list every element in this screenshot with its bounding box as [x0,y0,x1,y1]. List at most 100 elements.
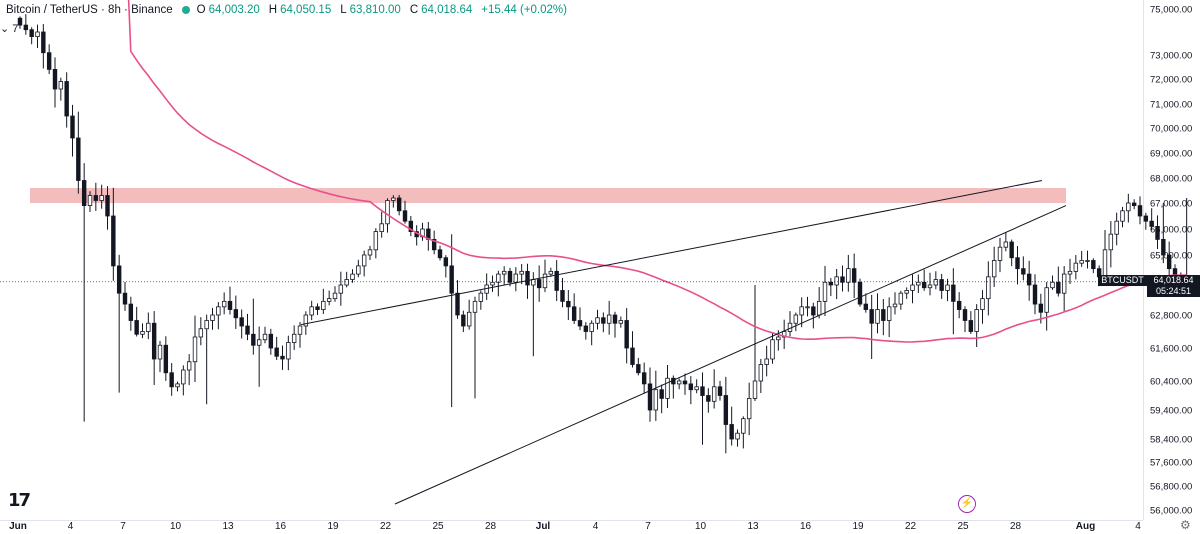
candle-body [816,300,822,316]
candle-body [455,292,460,316]
candle-body [321,300,326,310]
candle-body [1108,233,1114,251]
candle-body [93,195,99,201]
candle-body [991,260,997,278]
candle-body [1021,268,1026,275]
candle-body [262,333,268,341]
y-tick-label: 59,400.00 [1150,406,1192,417]
candle-body [1126,202,1131,212]
candle-body [706,395,711,402]
x-tick-label: 7 [120,521,126,532]
candle-body [1143,215,1149,222]
flash-icon[interactable]: ⚡ [958,495,976,513]
candle-body [1009,241,1014,259]
candle-body [256,339,262,346]
last-price-badge: 64,018.64 05:24:51 [1147,275,1200,297]
wedge-upper-trendline [300,180,1043,326]
candle-body [758,364,764,382]
y-tick-label: 72,000.00 [1150,75,1192,86]
candle-body [828,281,834,286]
close-label: C [409,4,419,16]
candle-body [764,358,769,365]
candle-body [268,333,274,349]
candle-body [490,281,495,286]
y-tick-label: 71,000.00 [1150,100,1192,111]
candle-body [548,270,554,275]
x-tick-label: 22 [380,521,392,532]
open-label: O [196,4,206,16]
candle-body [968,320,974,332]
candle-body [169,372,174,388]
candle-body [822,281,828,302]
candle-body [519,270,524,275]
x-tick-label: 16 [275,521,287,532]
x-tick-label: 10 [170,521,182,532]
indicator-collapse-button[interactable]: ⌄ 7 [0,23,19,35]
candle-body [338,284,344,294]
candle-body [41,31,46,54]
candle-body [507,270,513,283]
candle-body [1114,220,1119,235]
candle-body [536,279,542,289]
candle-body [385,200,390,225]
candle-body [233,309,239,319]
candle-body [799,306,804,316]
candle-body [869,309,874,324]
candle-body [367,249,373,256]
candle-body [811,306,816,316]
gear-icon[interactable]: ⚙ [1180,518,1191,532]
x-tick-label: 4 [1135,521,1141,532]
tradingview-logo-icon[interactable]: 17 [8,490,31,511]
candle-body [1073,262,1079,272]
candle-body [1026,273,1032,286]
low-value: 63,810.00 [349,4,401,16]
candle-body [630,347,635,365]
y-tick-label: 57,600.00 [1150,458,1192,469]
y-tick-label: 75,000.00 [1150,5,1192,16]
y-tick-label: 56,800.00 [1150,482,1192,493]
candle-body [122,292,128,305]
candle-body [986,276,991,300]
candle-body [595,317,600,324]
candle-body [1061,273,1067,294]
candle-body [437,249,443,259]
candle-body [723,395,729,425]
close-value: 64,018.64 [421,4,473,16]
candle-body [1003,241,1009,248]
moving-average-line [127,0,1187,343]
candle-body [729,424,734,440]
candle-body [898,292,904,305]
wedge-lower-trendline [394,205,1067,505]
candle-body [1067,270,1073,275]
candle-body [542,273,548,289]
candle-body [52,69,58,90]
candle-body [163,344,169,374]
candle-body [881,309,886,321]
candle-body [962,309,968,321]
candle-body [140,331,145,335]
countdown-label: 05:24:51 [1155,286,1192,296]
y-tick-label: 61,600.00 [1150,344,1192,355]
y-tick-label: 56,000.00 [1150,506,1192,517]
y-tick-label: 62,800.00 [1150,311,1192,322]
candle-body [659,389,664,399]
y-tick-label: 67,000.00 [1150,199,1192,210]
candle-body [851,268,857,283]
candle-body [478,292,484,302]
candle-body [496,273,501,283]
candle-body [245,325,250,335]
candle-body [945,284,950,291]
symbol-title[interactable]: Bitcoin / TetherUS · 8h · Binance [6,4,173,16]
candle-body [513,273,519,283]
candle-body [601,317,606,324]
low-label: L [340,4,347,16]
candle-body [192,336,198,363]
candle-body [752,380,758,399]
candle-body [64,81,69,117]
candle-body [315,306,320,310]
candle-body [58,81,64,90]
x-tick-label: 10 [695,521,707,532]
candle-body [741,418,746,434]
candle-body [974,309,979,332]
